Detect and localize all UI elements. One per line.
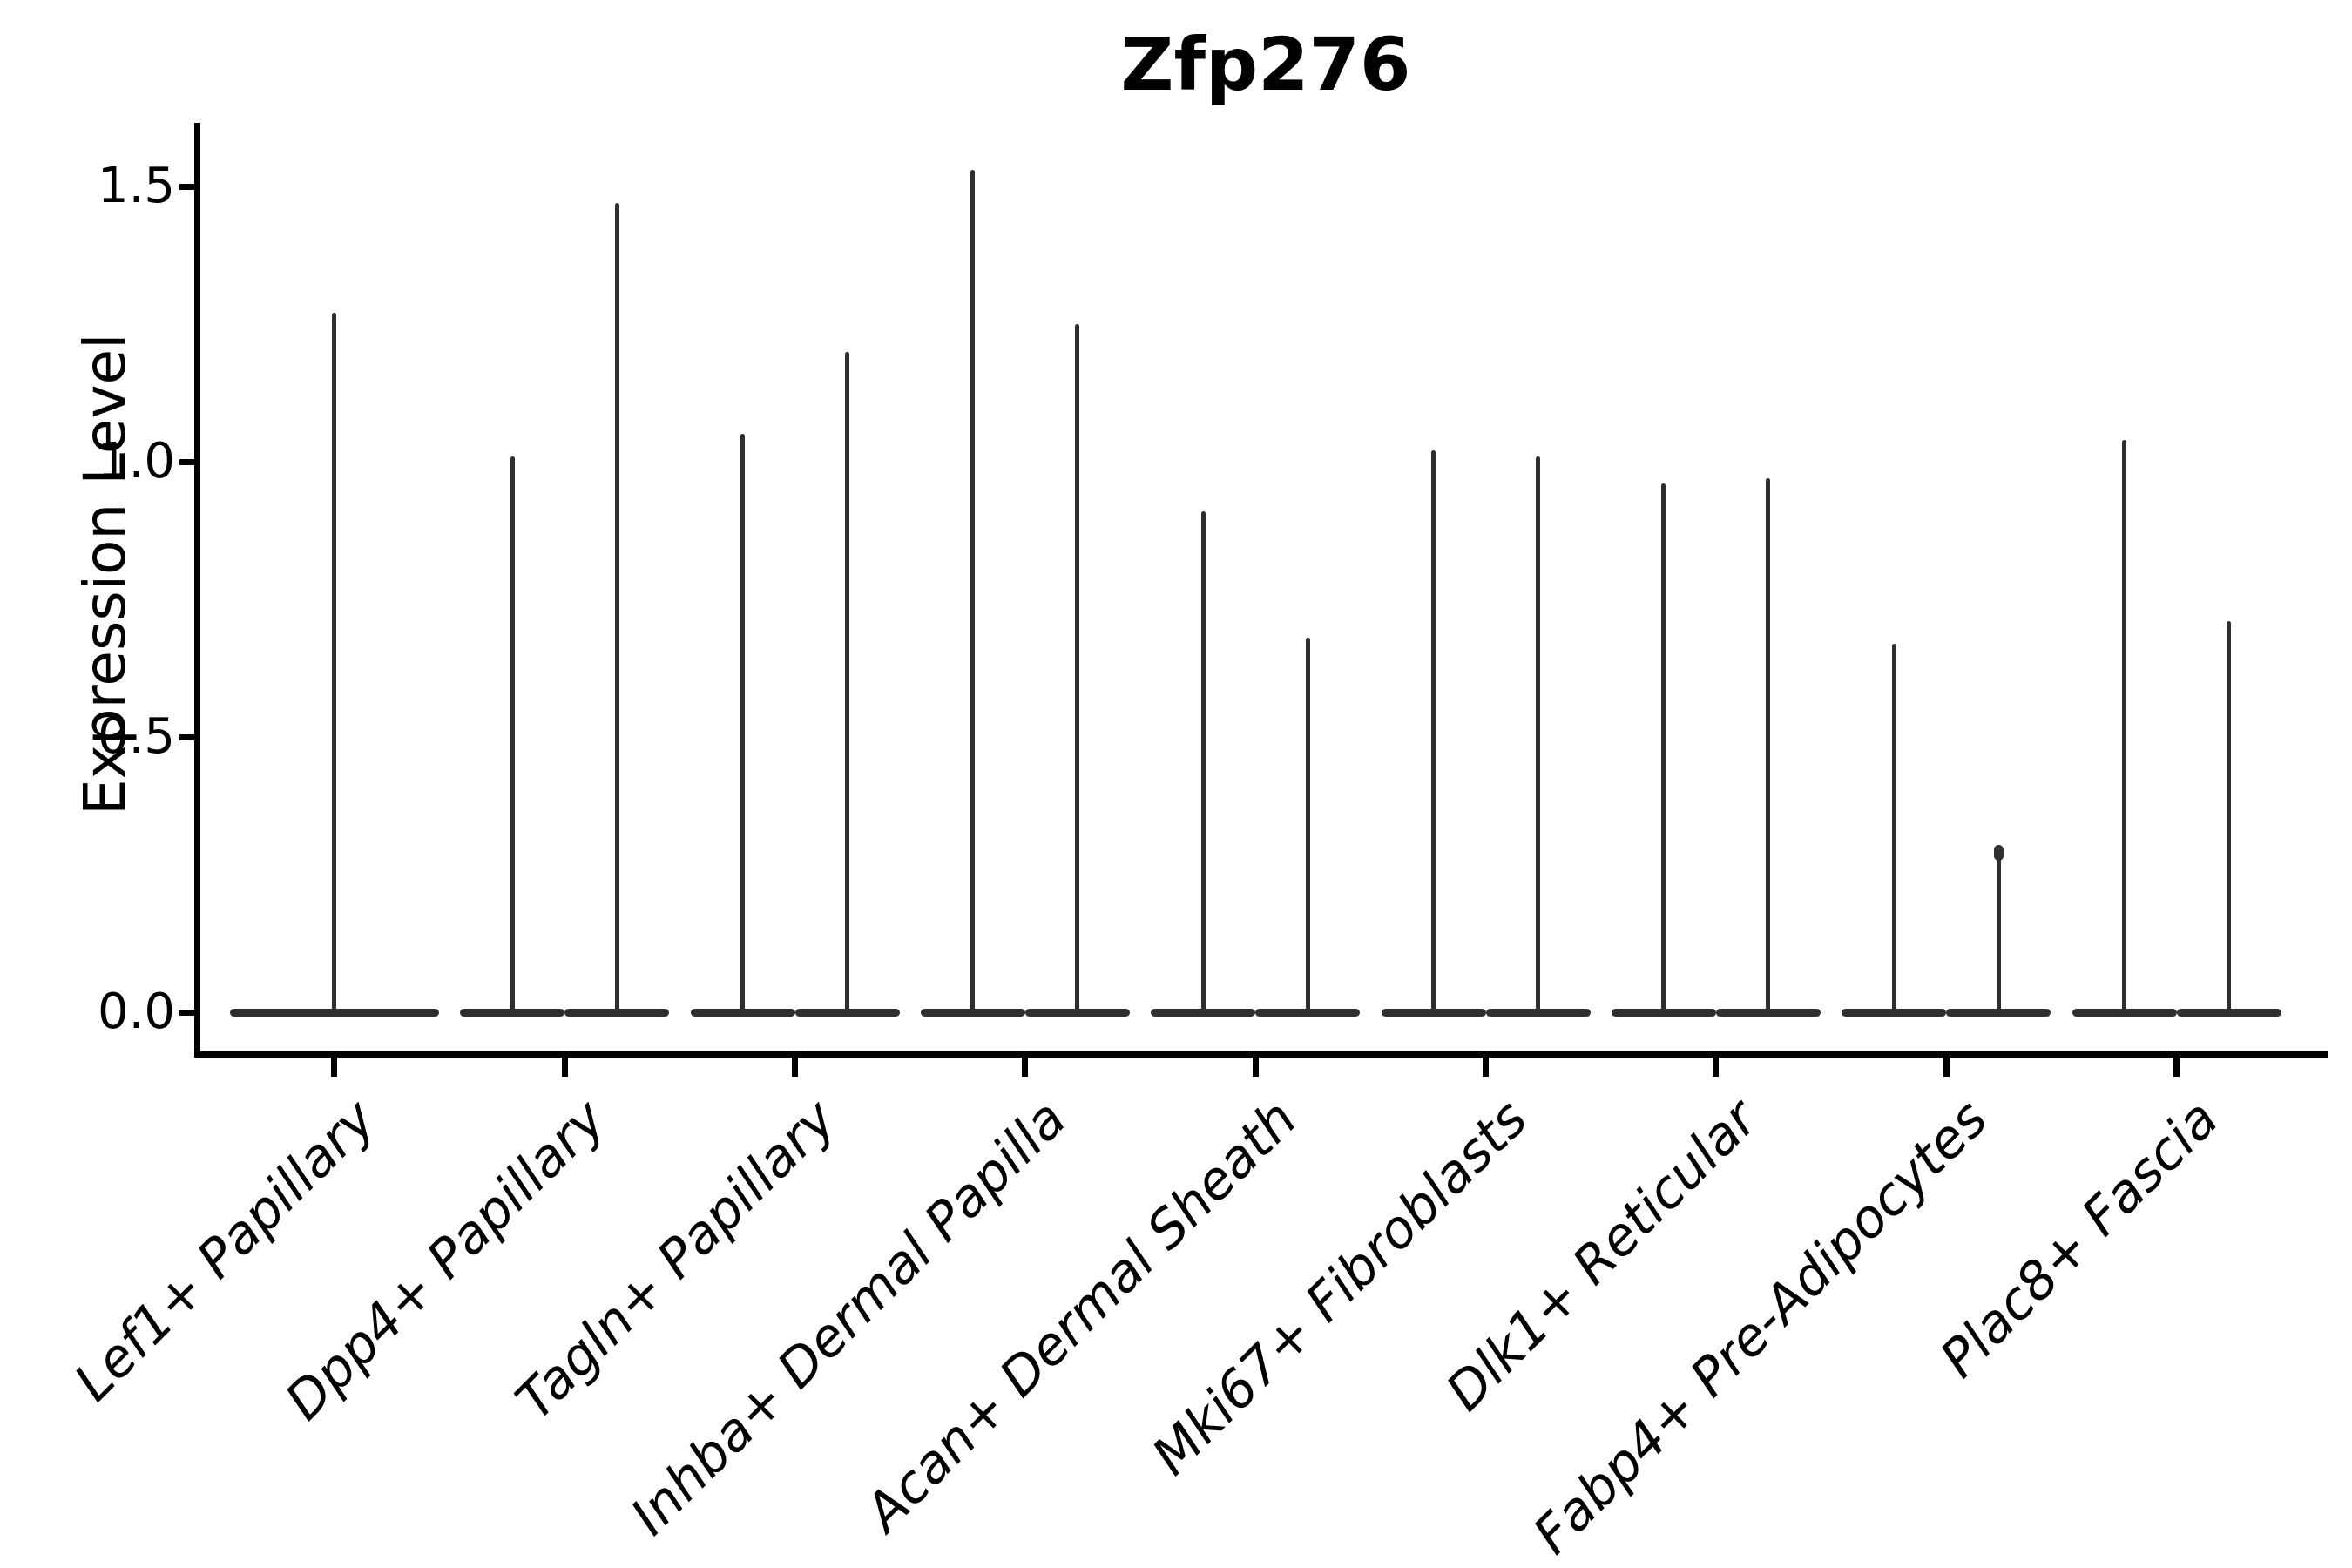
y-tick-label: 0.0 (97, 983, 175, 1040)
violin-base (2176, 1008, 2281, 1017)
x-tick-label: Inhba+ Dermal Papilla (619, 1088, 1078, 1547)
y-tick-label: 1.0 (97, 433, 175, 490)
violin-spike (2122, 439, 2127, 1012)
violin-spike (2227, 621, 2232, 1012)
violin-spike (1996, 847, 2001, 1012)
violin-base (1715, 1008, 1821, 1017)
x-tick-mark (1943, 1058, 1950, 1077)
violin-base (1024, 1008, 1130, 1017)
x-tick-label: Mki67+ Fibroblasts (1139, 1088, 1539, 1487)
y-tick-mark (179, 183, 200, 190)
violin-base (2072, 1008, 2177, 1017)
chart-title: Zfp276 (1120, 22, 1411, 107)
x-tick-mark (331, 1058, 338, 1077)
violin-spike (1891, 643, 1896, 1012)
x-tick-mark (561, 1058, 568, 1077)
violin-spike (1661, 483, 1666, 1012)
y-tick-mark (179, 733, 200, 740)
violin-base (1381, 1008, 1486, 1017)
violin-base (690, 1008, 795, 1017)
violin-base (460, 1008, 565, 1017)
violin-base (564, 1008, 670, 1017)
y-tick-mark (179, 458, 200, 465)
violin-base (920, 1008, 1025, 1017)
violin-spike (332, 313, 337, 1012)
violin-spike (845, 351, 850, 1012)
violin-spike (1766, 477, 1771, 1012)
violin-base (794, 1008, 900, 1017)
y-tick-label: 1.5 (97, 158, 175, 214)
x-tick-label: Fabp4+ Pre-Adipocytes (1522, 1088, 2000, 1566)
violin-base (1485, 1008, 1591, 1017)
violin-spike (1536, 456, 1541, 1012)
y-axis-spine (194, 123, 200, 1058)
violin-spike (510, 456, 515, 1012)
x-tick-label: Acan+ Dermal Sheath (854, 1088, 1309, 1544)
y-tick-mark (179, 1009, 200, 1016)
x-tick-mark (1252, 1058, 1259, 1077)
violin-spike (1075, 324, 1080, 1012)
violin-spike (1431, 450, 1436, 1012)
violin-spike (970, 170, 976, 1012)
violin-base (1611, 1008, 1716, 1017)
violin-spike (614, 202, 619, 1012)
violin-spike (740, 434, 746, 1012)
violin-tip-bump (1993, 845, 2004, 862)
y-tick-label: 0.5 (97, 708, 175, 765)
violin-base (1255, 1008, 1361, 1017)
x-tick-mark (1713, 1058, 1720, 1077)
violin-spike (1305, 638, 1310, 1012)
x-axis-spine (194, 1051, 2328, 1058)
x-tick-mark (1483, 1058, 1490, 1077)
violin-base (1946, 1008, 2051, 1017)
x-tick-mark (1022, 1058, 1029, 1077)
violin-base (1151, 1008, 1256, 1017)
violin-base (229, 1008, 439, 1017)
violin-spike (1200, 510, 1206, 1012)
violin-base (1842, 1008, 1947, 1017)
x-tick-mark (2173, 1058, 2180, 1077)
x-tick-mark (792, 1058, 799, 1077)
